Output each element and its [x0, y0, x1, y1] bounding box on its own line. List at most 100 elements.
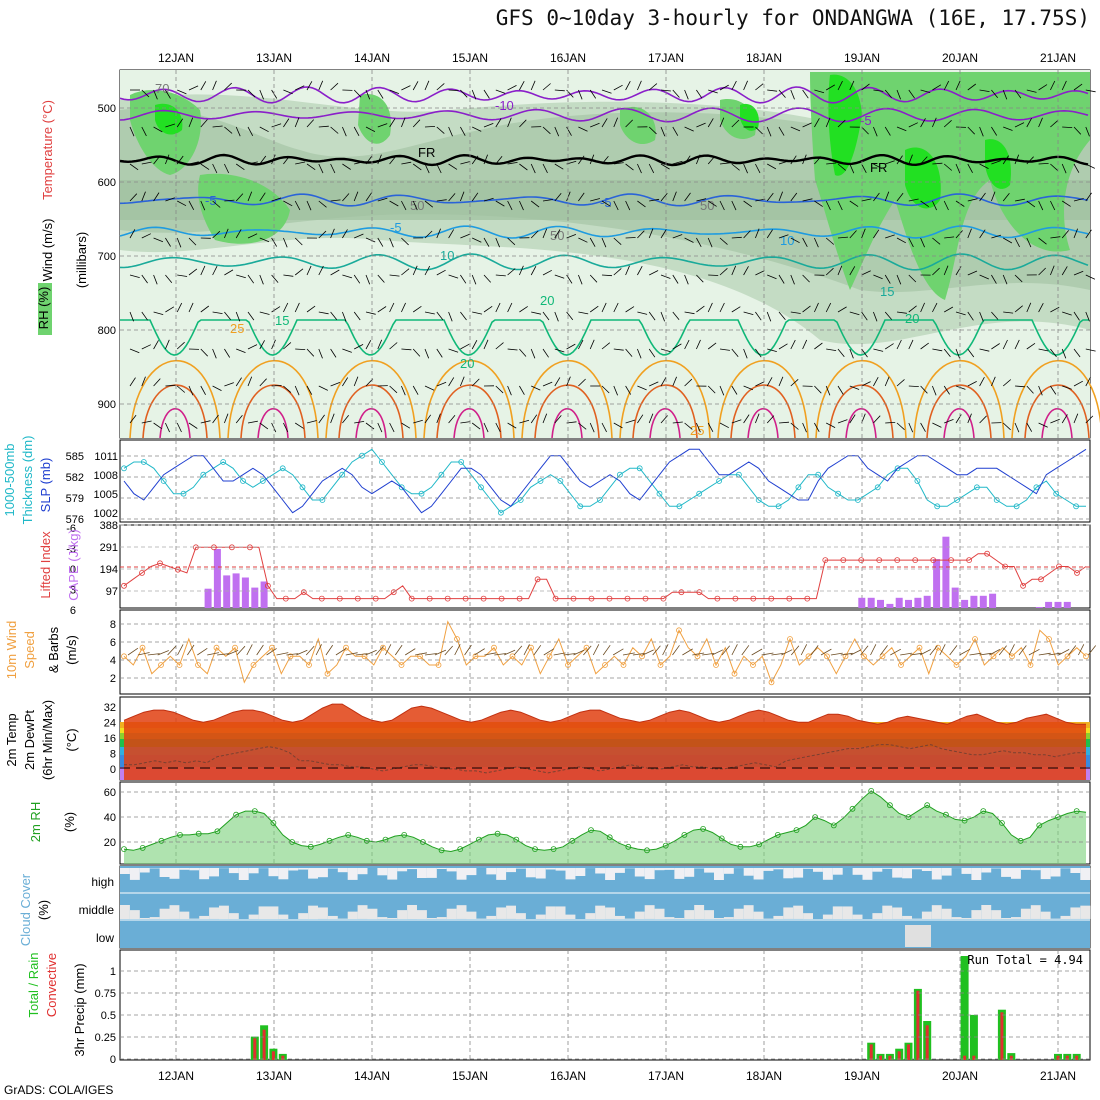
wind-barb — [342, 229, 348, 239]
thickness-point — [835, 490, 841, 497]
cloud-mid-clear — [516, 913, 526, 920]
wind-barb — [825, 237, 835, 245]
thickness-point — [339, 471, 346, 478]
wind-barb — [920, 156, 928, 165]
rh2m-point — [737, 843, 744, 850]
wind-barb — [345, 652, 358, 656]
wind-barb — [613, 162, 624, 165]
wind-barb — [283, 342, 292, 350]
wind-barb — [692, 652, 705, 656]
wind-barb — [318, 163, 324, 174]
wind-barb — [949, 645, 958, 656]
wind-barb — [187, 644, 195, 656]
cloud-high-clear — [456, 868, 467, 880]
wind-barb — [589, 154, 595, 165]
cloud-mid-clear — [387, 917, 398, 919]
cloud-mid-clear — [169, 905, 180, 919]
cloud-high-clear — [139, 868, 150, 873]
cape-ytick: 291 — [100, 542, 118, 554]
wind-barb — [404, 648, 416, 656]
cloud-high-clear — [199, 868, 210, 880]
wind-barb — [908, 154, 913, 165]
wind-barb — [448, 348, 459, 353]
wind-barb — [943, 163, 953, 171]
wind-barb — [660, 229, 667, 239]
wind-barb — [471, 155, 479, 165]
wind-barb — [377, 197, 388, 202]
temp-contour-15 — [119, 253, 1089, 271]
thickness-point — [815, 471, 822, 478]
wind-barb — [837, 265, 843, 276]
wind-barb — [495, 155, 503, 165]
wind-barb — [1050, 348, 1057, 358]
wind-barb — [979, 126, 984, 137]
wind-barb — [802, 89, 809, 99]
cloud-mid-clear — [832, 906, 843, 920]
thickness-point — [160, 478, 167, 484]
wind-barb — [790, 237, 800, 244]
wind-point — [713, 662, 719, 668]
wind-barb — [389, 155, 397, 165]
thickness-point — [458, 459, 465, 465]
wind-barb — [141, 311, 148, 321]
wind-barb — [212, 80, 217, 91]
wind-barb — [672, 191, 677, 202]
cloud-mid-clear — [397, 910, 408, 920]
wind-barb — [507, 422, 517, 429]
wind-barb — [707, 385, 716, 394]
precip-convective-bar — [1056, 1055, 1060, 1060]
wind-barb — [141, 376, 146, 387]
wind-barb — [212, 163, 218, 174]
contour-label: 50 — [410, 198, 424, 213]
wind-barb — [991, 343, 1000, 350]
precip-convective-bar — [972, 1055, 976, 1060]
wind-barb — [259, 126, 269, 133]
cape-bar — [895, 597, 903, 608]
wind-barb — [283, 274, 294, 277]
wind-barb — [790, 155, 797, 165]
wind-barb — [929, 645, 938, 656]
lifted-point — [678, 589, 685, 596]
wind-barb — [825, 267, 834, 276]
wind-barb — [684, 192, 691, 202]
wind-barb — [436, 269, 446, 276]
wind-barb — [1038, 163, 1049, 165]
slp-label: SLP (mb) — [38, 458, 53, 513]
wind-barb — [188, 268, 198, 276]
wind-barb — [802, 122, 812, 128]
temp-contour-25-hump — [619, 359, 711, 439]
wind-barb — [355, 653, 368, 656]
wind-barb — [826, 422, 836, 428]
wind-barb — [153, 311, 164, 315]
wind-barb — [554, 348, 565, 353]
wind-barb — [259, 192, 266, 202]
wind-barb — [896, 379, 905, 387]
cloud-high-clear — [813, 868, 823, 872]
wind-barb — [920, 200, 930, 208]
wind-barb — [849, 200, 859, 207]
wind-barb — [601, 237, 607, 248]
wind-barb — [295, 85, 305, 91]
wind-barb — [531, 385, 541, 391]
wind-barb — [861, 163, 867, 173]
wind-barb — [967, 348, 975, 358]
precip-convective-bar — [897, 1051, 901, 1060]
wind-barb — [306, 200, 312, 211]
wind-barb — [530, 348, 536, 359]
rh-bright-area-3 — [905, 147, 941, 209]
wind10-label: 10m Wind — [4, 621, 19, 680]
wind-barb — [176, 422, 182, 433]
wind-barb — [365, 155, 373, 165]
thickness-ytick: 582 — [66, 472, 84, 484]
rh2m-point — [513, 836, 520, 843]
wind-barb — [283, 89, 293, 95]
wind-barb — [943, 265, 949, 276]
cloud-high-clear — [1080, 868, 1091, 880]
wind-barb — [507, 162, 518, 165]
wind-barb — [880, 645, 888, 656]
wind-barb — [519, 419, 530, 424]
wind-point — [232, 644, 238, 651]
wind-barb — [743, 348, 748, 359]
thickness-point — [874, 484, 881, 491]
wind-barb — [530, 200, 540, 208]
